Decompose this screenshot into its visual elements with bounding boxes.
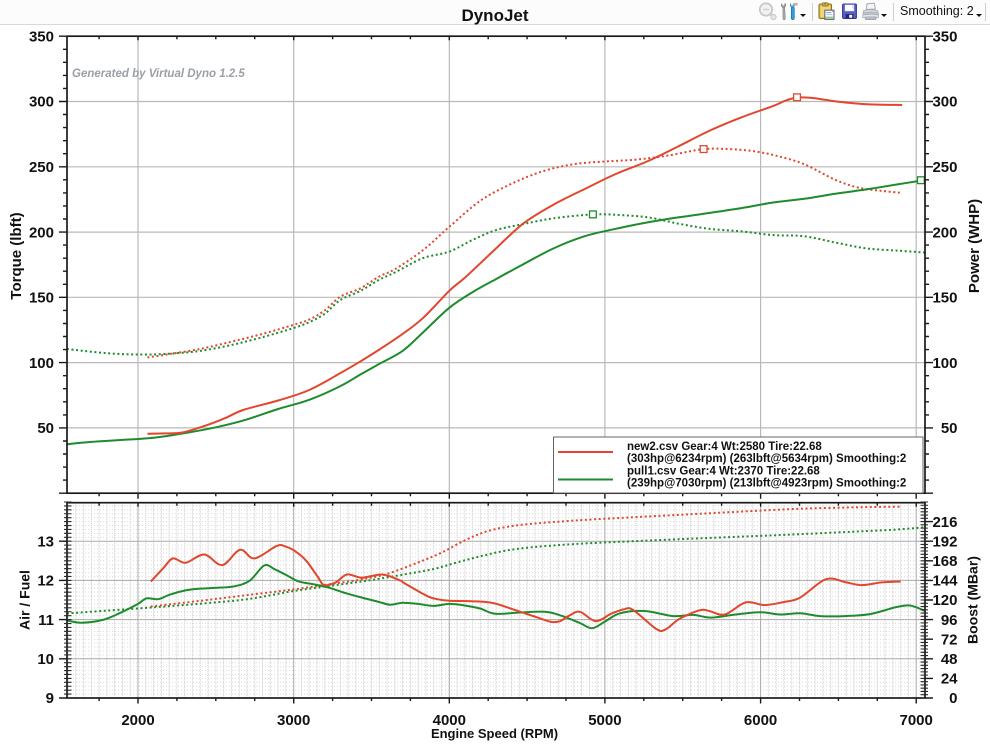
svg-text:(239hp@7030rpm) (213lbft@4923r: (239hp@7030rpm) (213lbft@4923rpm) Smooth… (627, 478, 906, 490)
svg-text:96: 96 (941, 612, 958, 629)
svg-text:pull1.csv Gear:4 Wt:2370 Tire:: pull1.csv Gear:4 Wt:2370 Tire:22.68 (627, 466, 820, 478)
svg-text:Air / Fuel: Air / Fuel (17, 570, 33, 630)
svg-text:50: 50 (37, 420, 54, 437)
svg-text:24: 24 (941, 671, 958, 688)
svg-text:10: 10 (37, 651, 54, 668)
svg-text:150: 150 (29, 290, 54, 307)
svg-text:100: 100 (932, 355, 957, 372)
svg-text:7000: 7000 (900, 712, 933, 729)
svg-text:48: 48 (941, 651, 958, 668)
svg-text:Boost (MBar): Boost (MBar) (965, 556, 981, 644)
svg-text:2000: 2000 (121, 712, 154, 729)
svg-text:Engine Speed (RPM): Engine Speed (RPM) (431, 726, 558, 741)
svg-text:120: 120 (932, 592, 957, 609)
svg-text:168: 168 (932, 553, 957, 570)
svg-text:6000: 6000 (744, 712, 777, 729)
svg-text:12: 12 (37, 573, 54, 590)
svg-text:Generated by Virtual Dyno 1.2.: Generated by Virtual Dyno 1.2.5 (72, 68, 245, 80)
svg-text:250: 250 (932, 159, 957, 176)
svg-text:Torque (lbft): Torque (lbft) (8, 212, 25, 299)
svg-text:192: 192 (932, 533, 957, 550)
svg-text:13: 13 (37, 533, 54, 550)
svg-text:4000: 4000 (433, 712, 466, 729)
svg-text:300: 300 (29, 94, 54, 111)
svg-text:50: 50 (941, 420, 958, 437)
svg-text:216: 216 (932, 514, 957, 531)
svg-text:200: 200 (932, 224, 957, 241)
svg-text:new2.csv Gear:4 Wt:2580 Tire:2: new2.csv Gear:4 Wt:2580 Tire:22.68 (627, 441, 822, 453)
svg-text:350: 350 (29, 28, 54, 45)
svg-text:144: 144 (932, 573, 958, 590)
svg-text:3000: 3000 (277, 712, 310, 729)
svg-text:9: 9 (46, 690, 54, 707)
svg-text:0: 0 (949, 690, 957, 707)
svg-text:72: 72 (941, 631, 958, 648)
svg-text:11: 11 (38, 612, 54, 629)
svg-text:Power (WHP): Power (WHP) (966, 199, 983, 293)
svg-text:250: 250 (29, 159, 54, 176)
svg-text:150: 150 (932, 290, 957, 307)
svg-text:200: 200 (29, 224, 54, 241)
svg-text:(303hp@6234rpm) (263lbft@5634r: (303hp@6234rpm) (263lbft@5634rpm) Smooth… (627, 453, 906, 465)
svg-text:5000: 5000 (588, 712, 621, 729)
svg-text:100: 100 (29, 355, 54, 372)
svg-text:300: 300 (932, 94, 957, 111)
svg-text:350: 350 (932, 28, 957, 45)
